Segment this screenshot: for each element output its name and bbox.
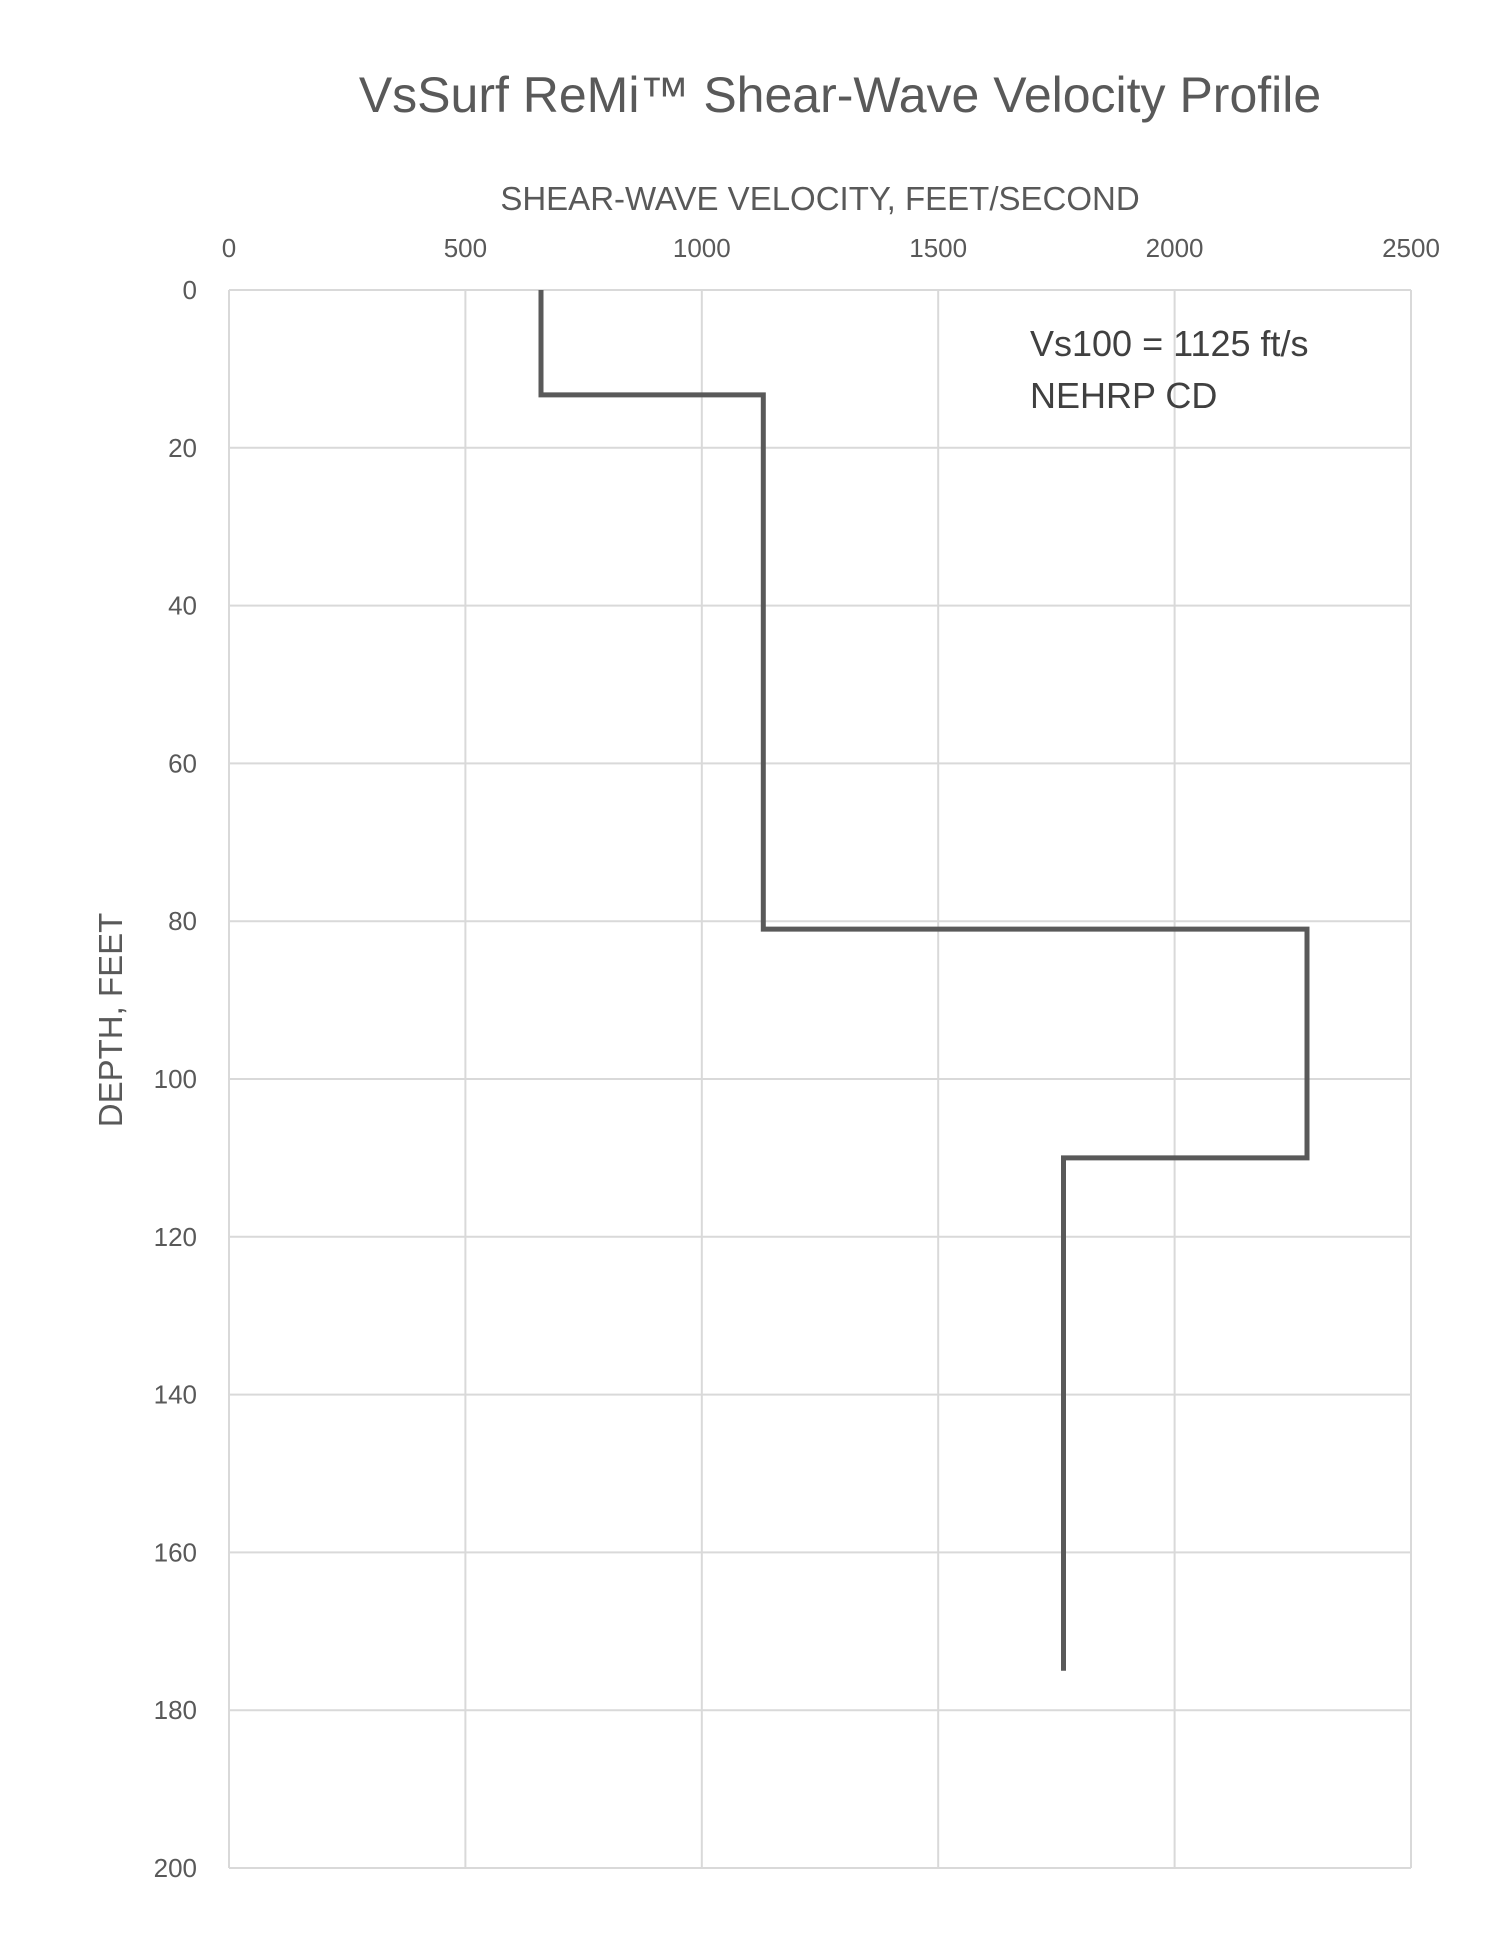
y-tick-label: 40 xyxy=(168,591,197,621)
y-tick-label: 140 xyxy=(154,1380,197,1410)
y-tick-label: 20 xyxy=(168,433,197,463)
annotation-nehrp: NEHRP CD xyxy=(1030,375,1217,416)
velocity-profile-line xyxy=(538,290,1310,1671)
y-tick-label: 180 xyxy=(154,1695,197,1725)
annotation-vs100: Vs100 = 1125 ft/s xyxy=(1030,323,1309,364)
x-tick-label: 0 xyxy=(222,233,236,263)
x-tick-label: 2500 xyxy=(1382,233,1440,263)
y-tick-label: 60 xyxy=(168,748,197,778)
x-tick-label: 1000 xyxy=(673,233,731,263)
x-tick-labels: 0 500 1000 1500 2000 2500 xyxy=(222,233,1440,263)
y-tick-label: 100 xyxy=(154,1064,197,1094)
y-tick-label: 120 xyxy=(154,1222,197,1252)
chart-title: VsSurf ReMi™ Shear-Wave Velocity Profile xyxy=(359,67,1321,123)
y-axis-title: DEPTH, FEET xyxy=(92,913,129,1128)
series-layer xyxy=(538,290,1310,1671)
y-tick-label: 200 xyxy=(154,1853,197,1883)
gridlines xyxy=(228,289,1412,1869)
x-tick-label: 2000 xyxy=(1146,233,1204,263)
y-tick-label: 0 xyxy=(183,275,197,305)
x-tick-label: 1500 xyxy=(909,233,967,263)
y-tick-label: 160 xyxy=(154,1537,197,1567)
x-axis-title: SHEAR-WAVE VELOCITY, FEET/SECOND xyxy=(500,180,1139,217)
x-tick-label: 500 xyxy=(444,233,487,263)
y-tick-label: 80 xyxy=(168,906,197,936)
y-tick-labels: 0 20 40 60 80 100 120 140 160 180 200 xyxy=(154,275,197,1883)
